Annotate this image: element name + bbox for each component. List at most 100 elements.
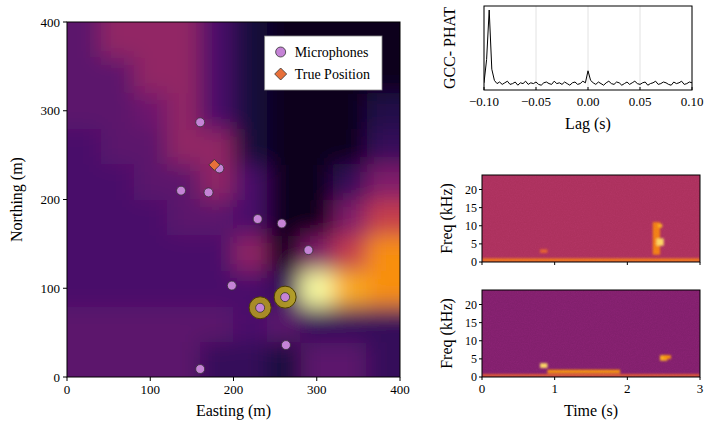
legend: MicrophonesTrue Position <box>265 36 382 90</box>
microphone <box>227 281 236 290</box>
heatmap-cell <box>134 306 168 342</box>
heatmap-cell <box>333 271 367 307</box>
x-tick <box>400 377 401 381</box>
y-tick-label: 20 <box>465 183 477 197</box>
y-tick-label: 20 <box>465 298 477 312</box>
y-tick-label: 10 <box>465 219 477 233</box>
heatmap-cell <box>367 235 400 271</box>
microphone <box>281 341 290 350</box>
heatmap-cell <box>200 58 234 94</box>
x-tick-label: 0.05 <box>629 94 652 109</box>
heatmap-cell <box>167 235 201 271</box>
y-tick <box>479 243 482 244</box>
heatmap-cell <box>67 22 101 58</box>
x-tick <box>627 377 628 380</box>
heatmap-cell <box>167 58 201 94</box>
x-tick <box>627 262 628 265</box>
heatmap-cell <box>333 235 367 271</box>
x-tick <box>484 87 485 90</box>
heatmap-cell <box>134 271 168 307</box>
heatmap-cell <box>234 342 268 378</box>
heatmap-cell <box>267 164 301 200</box>
x-tick <box>588 87 589 90</box>
heatmap-cell <box>134 235 168 271</box>
heatmap-cell <box>167 164 201 200</box>
heatmap-cell <box>167 271 201 307</box>
y-tick <box>479 322 482 323</box>
heatmap-cell <box>134 58 168 94</box>
legend-label: True Position <box>295 67 370 82</box>
microphone <box>277 219 286 228</box>
y-tick-label: 200 <box>41 192 61 207</box>
heatmap-cell <box>134 93 168 129</box>
heatmap-cell <box>100 235 134 271</box>
heatmap-cell <box>200 235 234 271</box>
heatmap-cell <box>200 306 234 342</box>
plot-background <box>484 6 692 90</box>
heatmap-cell <box>367 200 400 236</box>
gcc-plot <box>484 10 692 85</box>
heatmap-cell <box>134 200 168 236</box>
y-tick-label: 0 <box>471 255 477 269</box>
plot-frame <box>482 290 700 377</box>
y-tick-label: 15 <box>465 316 477 330</box>
x-tick <box>67 377 68 381</box>
heatmap-cell <box>100 200 134 236</box>
heatmap-cell <box>200 93 234 129</box>
x-tick-label: 1 <box>551 381 558 396</box>
y-tick-label: 0 <box>54 370 61 385</box>
heatmap-cell <box>234 164 268 200</box>
heatmap-cell <box>367 164 400 200</box>
heatmap-cell <box>200 129 234 165</box>
x-tick <box>536 87 537 90</box>
heatmap-cell <box>100 271 134 307</box>
heatmap-cell <box>134 342 168 378</box>
y-axis-title: Northing (m) <box>8 157 26 242</box>
texture <box>482 175 700 262</box>
y-axis-title: Freq (kHz) <box>438 183 456 254</box>
heatmap-cell <box>67 271 101 307</box>
heatmap-cell <box>134 129 168 165</box>
heatmap-cell <box>367 129 400 165</box>
heatmap-cell <box>67 306 101 342</box>
plot-frame <box>67 22 400 377</box>
y-axis-title: GCC- PHAT <box>441 7 458 89</box>
heatmap-cell <box>100 306 134 342</box>
heatmap-cell <box>267 306 301 342</box>
y-tick <box>479 189 482 190</box>
heatmap-cell <box>300 342 334 378</box>
heatmap-cell <box>200 342 234 378</box>
y-tick <box>479 304 482 305</box>
heatmap-cell <box>67 58 101 94</box>
y-tick-label: 10 <box>465 334 477 348</box>
x-tick <box>692 87 693 90</box>
heatmap-cell <box>300 164 334 200</box>
heatmap-cell <box>234 129 268 165</box>
y-tick <box>479 340 482 341</box>
heatmap-cell <box>267 93 301 129</box>
heatmap-cell <box>333 164 367 200</box>
heatmap-cell <box>100 342 134 378</box>
plot-frame <box>482 175 700 262</box>
y-tick-label: 400 <box>41 15 61 30</box>
x-tick-label: 3 <box>697 381 704 396</box>
x-tick-label: 0.00 <box>577 94 600 109</box>
x-tick-label: 0.10 <box>681 94 704 109</box>
x-tick-label: 300 <box>307 382 327 397</box>
pair-ring <box>249 297 271 319</box>
heatmap-cell <box>333 306 367 342</box>
x-tick-label: 400 <box>390 382 410 397</box>
heatmap <box>67 22 400 377</box>
y-axis-title: Freq (kHz) <box>438 298 456 369</box>
y-tick-label: 100 <box>41 281 61 296</box>
microphone <box>196 365 205 374</box>
heatmap-cell <box>67 235 101 271</box>
x-tick <box>233 377 234 381</box>
x-tick <box>700 262 701 265</box>
microphone <box>177 186 186 195</box>
heatmap-cell <box>167 129 201 165</box>
heatmap-cell <box>300 306 334 342</box>
heatmap-cell <box>367 342 400 378</box>
grid-line <box>588 6 589 90</box>
heatmap-cell <box>333 129 367 165</box>
